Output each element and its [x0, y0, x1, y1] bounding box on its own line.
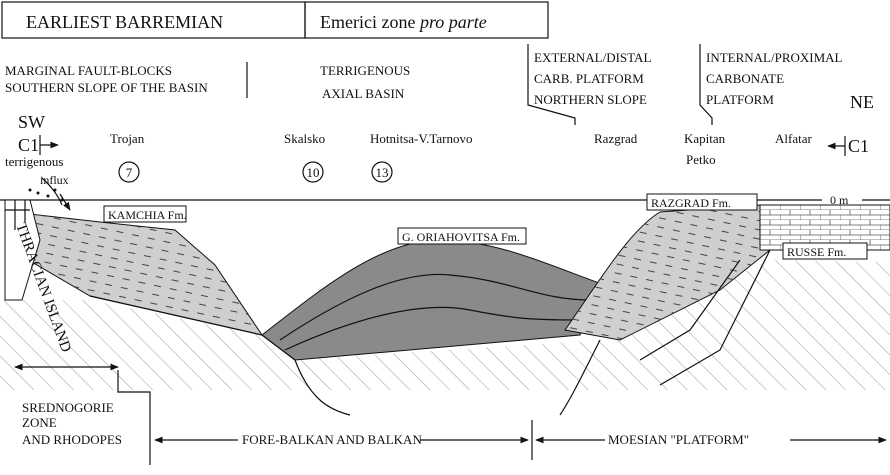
region-label: SOUTHERN SLOPE OF THE BASIN	[5, 80, 208, 95]
oriahovitsa-fm	[262, 240, 605, 360]
zone-label: AND RHODOPES	[22, 432, 122, 447]
locality: Hotnitsa-V.Tarnovo	[370, 131, 472, 146]
locality: Trojan	[110, 131, 145, 146]
zone-label: SREDNOGORIE	[22, 400, 114, 415]
direction: NE	[850, 92, 874, 112]
formation: KAMCHIA Fm.	[108, 208, 187, 222]
region-label: PLATFORM	[706, 92, 774, 107]
locality: Alfatar	[775, 131, 812, 146]
formation: RUSSE Fm.	[787, 245, 846, 259]
influx-arrow	[60, 194, 70, 210]
zone: Emerici zone pro parte	[320, 12, 487, 32]
region-label: TERRIGENOUS	[320, 63, 410, 78]
region-label: CARBONATE	[706, 71, 784, 86]
zone-qualifier: pro parte	[418, 12, 487, 32]
zone-label: ZONE	[22, 415, 57, 430]
zone-name: Emerici zone	[320, 12, 415, 32]
zone-label: FORE-BALKAN AND BALKAN	[242, 432, 422, 447]
locality: Kapitan	[684, 131, 726, 146]
formation: G. ORIAHOVITSA Fm.	[402, 230, 520, 244]
cross-section: EARLIEST BARREMIAN Emerici zone pro part…	[0, 0, 890, 470]
region-label: EXTERNAL/DISTAL	[534, 50, 651, 65]
section-label: C1	[18, 135, 39, 155]
locality: Skalsko	[284, 131, 325, 146]
stage: EARLIEST BARREMIAN	[26, 12, 223, 32]
locality: Razgrad	[594, 131, 638, 146]
region-label: CARB. PLATFORM	[534, 71, 644, 86]
region-label: INTERNAL/PROXIMAL	[706, 50, 843, 65]
locality-number: 10	[307, 165, 320, 180]
region-label: MARGINAL FAULT-BLOCKS	[5, 63, 172, 78]
direction: SW	[18, 112, 45, 132]
mask	[0, 390, 890, 470]
annotation: terrigenous	[5, 154, 63, 169]
locality: Petko	[686, 152, 716, 167]
locality-number: 13	[376, 165, 389, 180]
section-label: C1	[848, 136, 869, 156]
region-label: NORTHERN SLOPE	[534, 92, 647, 107]
region-label: AXIAL BASIN	[322, 86, 405, 101]
locality-number: 7	[126, 165, 133, 180]
formation: RAZGRAD Fm.	[651, 196, 731, 210]
zone-label: MOESIAN "PLATFORM"	[608, 432, 749, 447]
